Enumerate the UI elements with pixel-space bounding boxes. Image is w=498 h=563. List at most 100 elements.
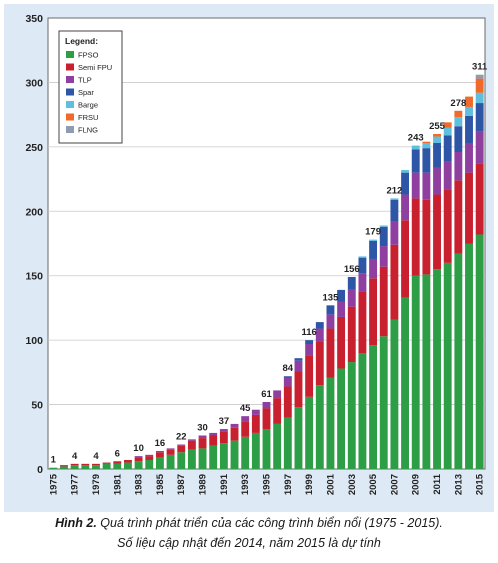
bar-segment-spar [358, 257, 367, 274]
bar-segment-tlp [475, 131, 484, 164]
bar-segment-barge [411, 145, 420, 150]
bar-segment-semi-fpu [294, 371, 303, 408]
bar-segment-fpso [454, 253, 463, 469]
bar-segment-tlp [326, 314, 335, 329]
bar-segment-tlp [422, 172, 431, 200]
bar-segment-semi-fpu [209, 435, 218, 446]
bar-segment-fpso [390, 319, 399, 469]
bar-segment-fpso [102, 463, 111, 469]
data-label: 16 [155, 438, 166, 449]
legend-box [58, 30, 123, 144]
legend-entry: TLP [78, 76, 92, 85]
data-label: 1 [51, 455, 57, 466]
legend-entry: Semi FPU [78, 63, 112, 72]
bar-segment-barge [358, 256, 367, 258]
bar-segment-fpso [209, 445, 218, 469]
bar-segment-fpso [219, 443, 228, 469]
bar-segment-flng [475, 74, 484, 79]
y-tick-label: 0 [37, 464, 43, 476]
x-tick-label: 1983 [134, 474, 145, 495]
bar-segment-fpso [358, 353, 367, 469]
data-label: 37 [219, 416, 230, 427]
bar-segment-semi-fpu [81, 463, 90, 466]
x-tick-label: 2015 [475, 473, 486, 495]
bar-segment-semi-fpu [273, 398, 282, 424]
bar-segment-tlp [145, 454, 154, 457]
bar-segment-fpso [326, 377, 335, 469]
bar-segment-barge [433, 136, 441, 143]
bar-segment-fpso [465, 243, 473, 469]
bar-segment-tlp [134, 456, 143, 458]
bar-segment-fpso [283, 417, 292, 469]
bar-segment-semi-fpu [219, 431, 228, 444]
bar-segment-tlp [198, 435, 207, 439]
bar-segment-spar [401, 172, 410, 195]
x-tick-label: 1981 [112, 473, 123, 495]
bar-segment-semi-fpu [123, 459, 132, 463]
y-tick-label: 250 [25, 142, 43, 154]
bar-segment-barge [454, 117, 463, 127]
figure-caption-label: Hình 2. [55, 516, 97, 530]
bar-segment-tlp [230, 423, 239, 428]
stacked-bar-chart: 0 50 100 150 200 250 300 350 1 4 4 6 10 16 22 30 37 45 61 8… [25, 13, 488, 495]
bar-segment-fpso [422, 274, 431, 469]
bar-segment-fpso [155, 457, 164, 469]
data-label: 255 [429, 121, 446, 132]
x-tick-label: 1997 [283, 474, 294, 495]
bar-segment-spar [305, 340, 314, 345]
bar-segment-semi-fpu [70, 463, 79, 466]
x-tick-label: 2013 [453, 474, 464, 495]
bar-segment-spar [390, 199, 399, 222]
x-tick-label: 1987 [176, 474, 187, 495]
bar-segment-tlp [411, 172, 420, 199]
data-label: 4 [93, 451, 99, 462]
bar-segment-fpso [379, 336, 388, 469]
bar-segment-semi-fpu [102, 462, 111, 464]
bar-segment-frsu [475, 78, 484, 93]
bar-segment-spar [326, 305, 335, 315]
legend-swatch [66, 63, 74, 71]
bar-segment-semi-fpu [166, 449, 175, 455]
bar-segment-fpso [49, 467, 58, 469]
x-tick-label: 1977 [70, 474, 81, 495]
bar-segment-semi-fpu [113, 461, 122, 464]
bar-segment-fpso [443, 262, 452, 469]
bar-segment-semi-fpu [315, 341, 324, 386]
bar-segment-semi-fpu [401, 220, 410, 298]
bar-segment-semi-fpu [251, 414, 260, 433]
x-tick-label: 2001 [325, 473, 336, 495]
bar-segment-spar [337, 289, 346, 302]
bar-segment-fpso [273, 423, 282, 469]
bar-segment-semi-fpu [262, 408, 271, 430]
bar-segment-fpso [241, 436, 250, 469]
bar-segment-semi-fpu [337, 316, 346, 369]
bar-segment-barge [465, 106, 473, 116]
bar-segment-fpso [411, 275, 420, 469]
bar-segment-frsu [465, 96, 473, 107]
legend-entry: FPSO [78, 51, 99, 60]
bar-segment-tlp [273, 390, 282, 399]
bar-segment-semi-fpu [347, 306, 356, 363]
y-tick-label: 100 [25, 335, 43, 347]
data-label: 156 [344, 264, 360, 275]
bar-segment-tlp [443, 161, 452, 190]
bar-segment-semi-fpu [241, 421, 250, 437]
bar-segment-semi-fpu [305, 355, 314, 397]
bar-segment-spar [433, 142, 441, 168]
bar-segment-semi-fpu [465, 172, 473, 244]
x-tick-label: 2003 [347, 474, 358, 495]
bar-segment-barge [475, 92, 484, 104]
legend-entry: FLNG [78, 126, 98, 135]
x-tick-label: 1991 [219, 473, 230, 495]
bar-segment-tlp [454, 152, 463, 181]
bar-segment-fpso [401, 297, 410, 469]
bar-segment-fpso [230, 440, 239, 469]
bar-segment-spar [369, 240, 378, 259]
legend-swatch [66, 113, 74, 121]
x-tick-label: 1979 [91, 474, 102, 495]
bar-segment-tlp [305, 344, 314, 356]
bar-segment-fpso [475, 234, 484, 469]
bar-segment-fpso [369, 345, 378, 469]
legend-title: Legend: [65, 36, 98, 46]
bar-segment-semi-fpu [134, 457, 143, 462]
